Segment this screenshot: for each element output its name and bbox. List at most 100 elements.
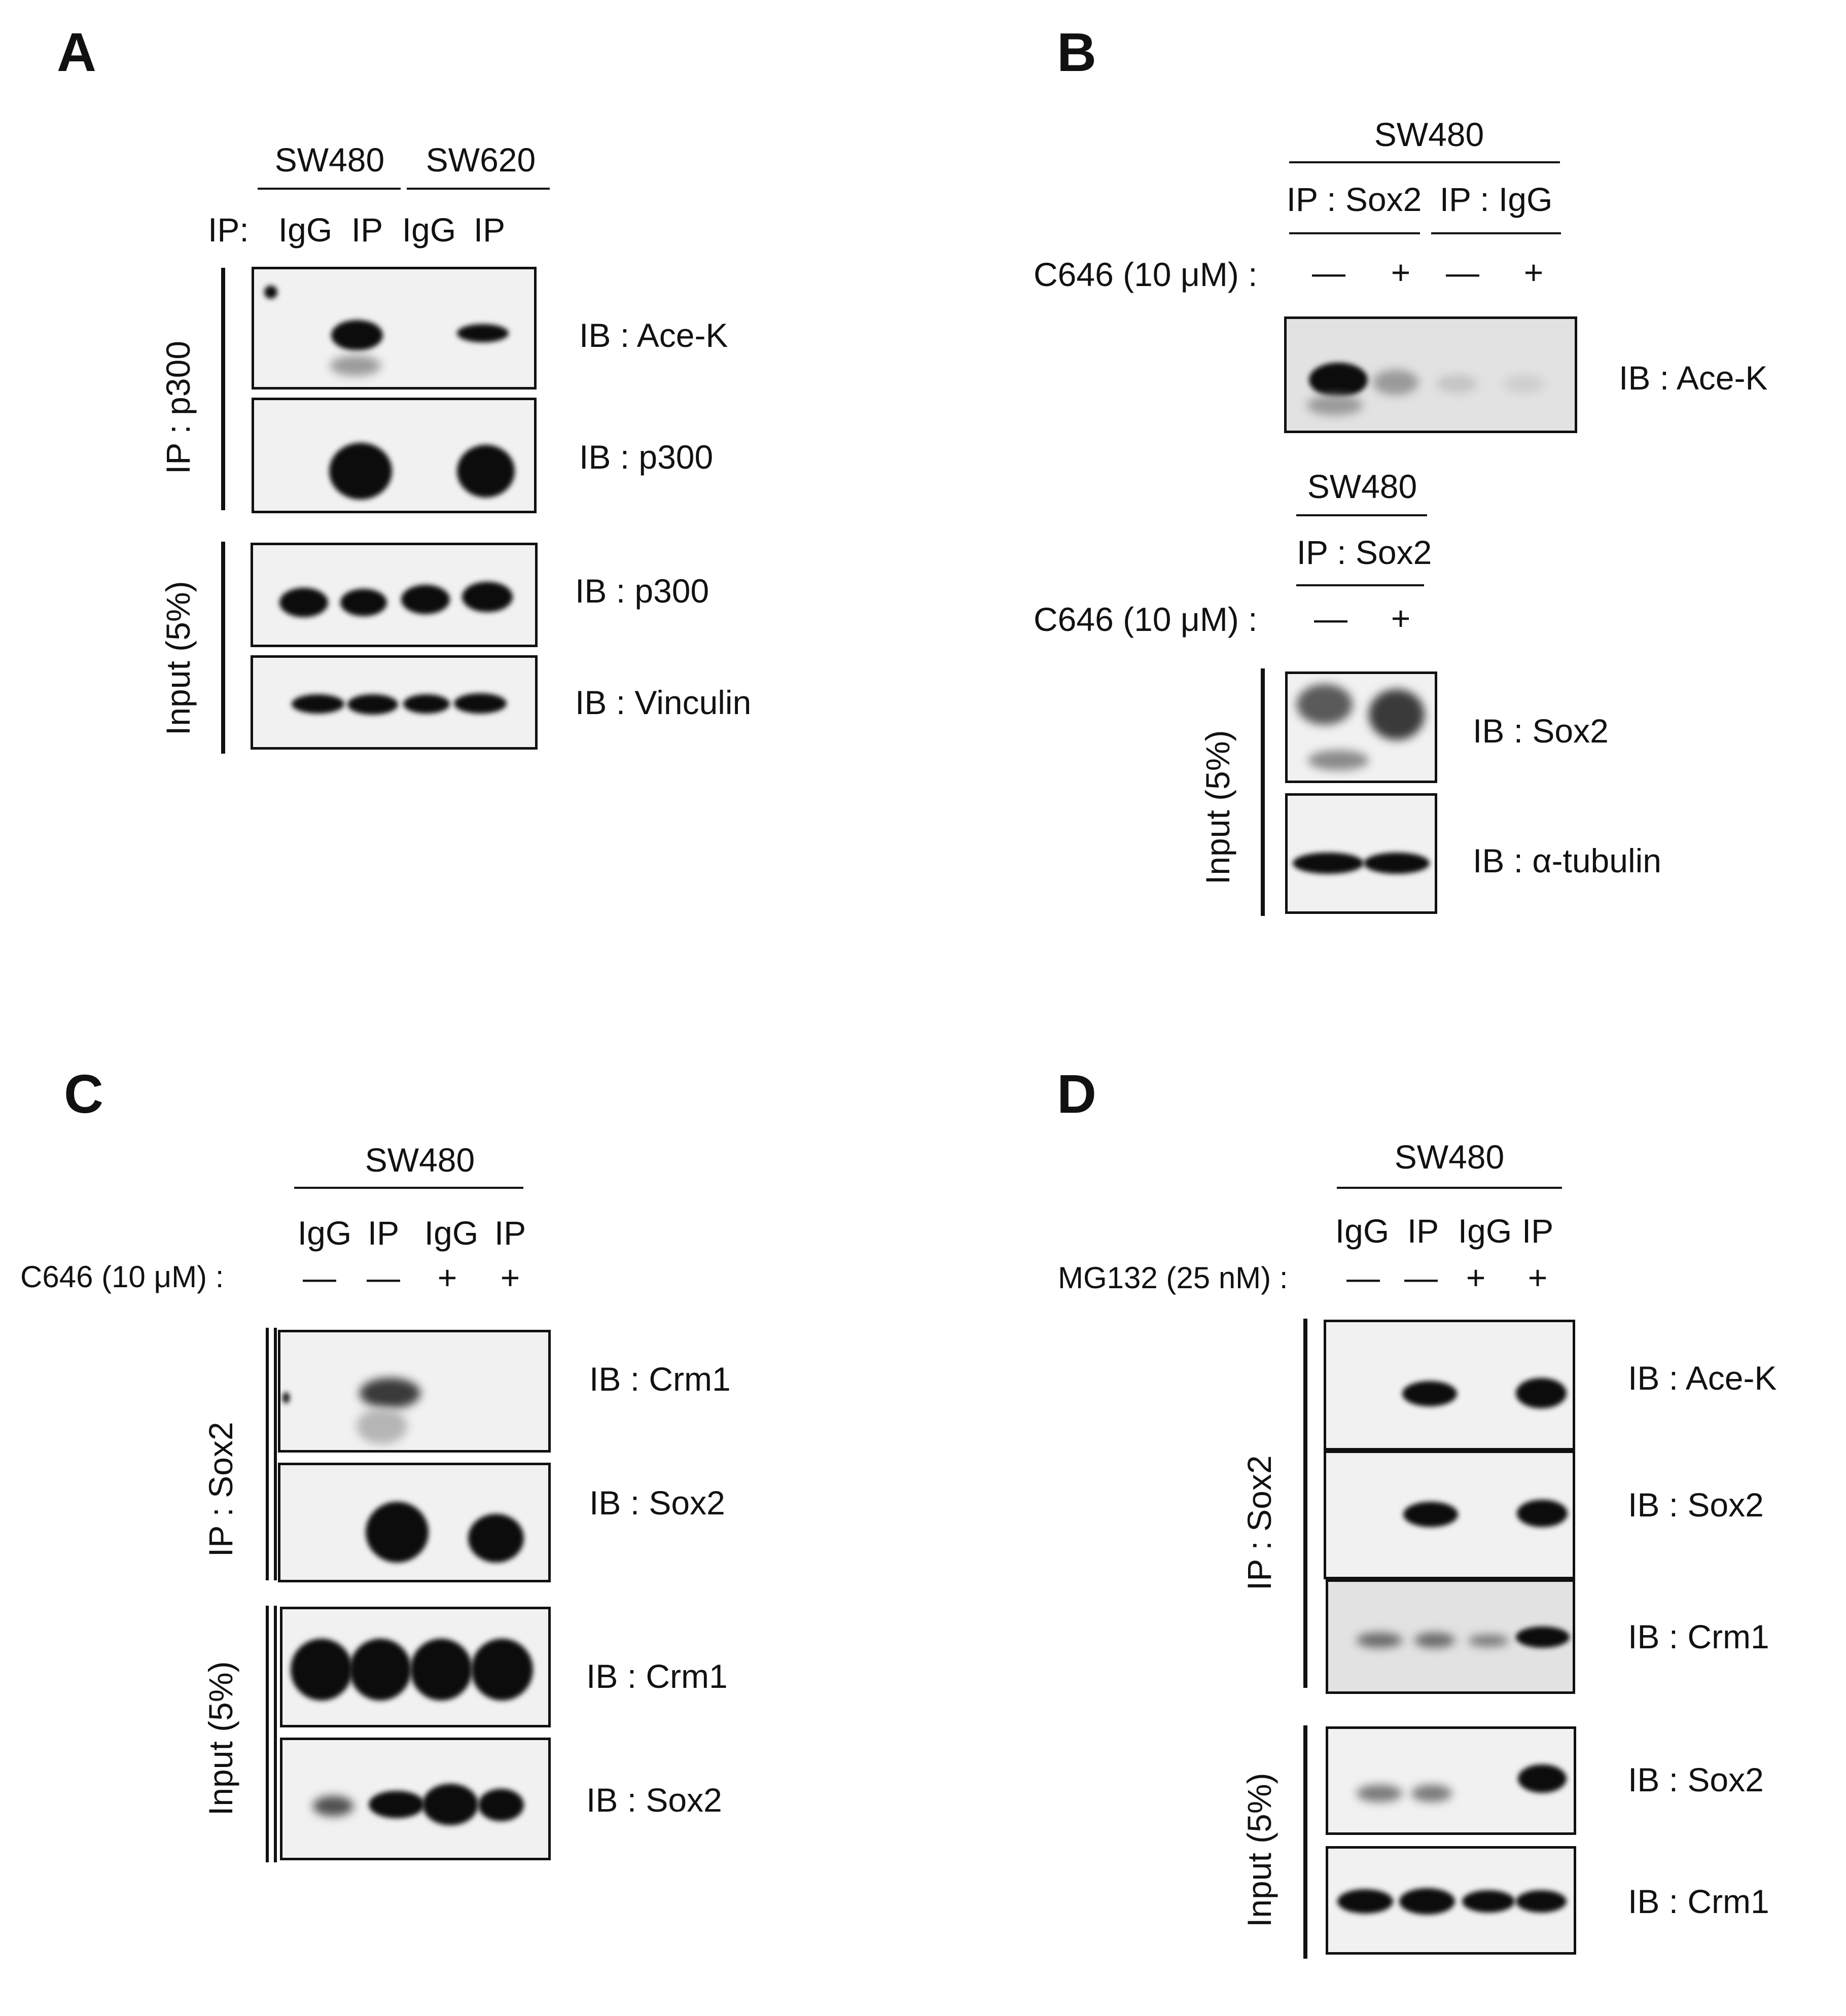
- group-bracket: [1303, 1319, 1307, 1688]
- group-label: IP : Sox2: [1240, 1455, 1278, 1590]
- group-label: IP : Sox2: [202, 1422, 239, 1557]
- group-underline: [1431, 232, 1561, 234]
- treatment-sign: +: [500, 1259, 520, 1296]
- blot-label: IB : Crm1: [589, 1360, 731, 1398]
- blot-image: [280, 1607, 551, 1727]
- group-label: Input (5%): [1199, 730, 1236, 885]
- group-underline: [1289, 161, 1560, 163]
- ip-label: IP : IgG: [1439, 181, 1553, 218]
- blot-image: [1326, 1579, 1575, 1694]
- cell-line-label: SW480: [365, 1141, 475, 1179]
- group-bracket: [274, 1328, 277, 1580]
- treatment-sign: —: [367, 1259, 400, 1296]
- blot-label: IB : p300: [579, 438, 714, 476]
- treatment-sign: —: [303, 1259, 336, 1296]
- blot-label: IB : Sox2: [1473, 712, 1609, 750]
- treatment-sign: +: [1528, 1259, 1548, 1296]
- group-bracket: [1261, 668, 1265, 916]
- blot-image: [1284, 316, 1577, 433]
- group-bracket: [221, 542, 225, 754]
- lane-label: IgG: [424, 1214, 479, 1252]
- blot-label: IB : Sox2: [586, 1781, 722, 1819]
- cell-line-label: SW480: [1307, 468, 1417, 505]
- group-label: IP : p300: [159, 340, 197, 474]
- blot-label: IB : Vinculin: [575, 684, 752, 721]
- lane-label: IP: [494, 1214, 526, 1252]
- group-bracket: [266, 1606, 269, 1862]
- blot-image: [278, 1330, 551, 1453]
- group-underline: [1296, 514, 1427, 516]
- treatment-sign: —: [1404, 1259, 1438, 1296]
- treatment-sign: —: [1314, 599, 1347, 637]
- ip-prefix: IP:: [208, 211, 249, 249]
- blot-label: IB : Crm1: [1628, 1618, 1769, 1655]
- group-underline: [1296, 584, 1424, 586]
- lane-label: IgG: [402, 211, 456, 249]
- cell-line-label: SW480: [1394, 1138, 1505, 1176]
- blot-label: IB : Ace-K: [579, 316, 728, 354]
- blot-image: [252, 267, 537, 390]
- group-underline: [407, 188, 550, 190]
- ip-label: IP : Sox2: [1286, 181, 1422, 218]
- blot-label: IB : α-tubulin: [1473, 842, 1661, 879]
- group-bracket: [221, 268, 225, 510]
- blot-image: [1324, 1320, 1575, 1451]
- blot-label: IB : Crm1: [586, 1657, 728, 1695]
- blot-label: IB : Sox2: [1628, 1486, 1764, 1524]
- blot-image: [252, 398, 537, 513]
- group-label: Input (5%): [202, 1661, 239, 1816]
- lane-label: IP: [473, 211, 506, 249]
- treatment-label: C646 (10 μM) :: [1034, 600, 1258, 638]
- cell-line-label: SW480: [274, 141, 385, 179]
- group-underline: [294, 1187, 523, 1189]
- panel-letter: D: [1057, 1063, 1096, 1124]
- treatment-sign: +: [1391, 599, 1411, 637]
- treatment-sign: +: [1466, 1259, 1486, 1296]
- blot-image: [1285, 671, 1437, 783]
- blot-image: [1324, 1451, 1575, 1579]
- panel-letter: C: [64, 1063, 103, 1124]
- group-label: Input (5%): [1240, 1773, 1278, 1927]
- blot-image: [278, 1463, 551, 1582]
- lane-label: IgG: [297, 1214, 352, 1252]
- group-bracket: [266, 1328, 269, 1580]
- group-underline: [1289, 232, 1420, 234]
- blot-image: [251, 543, 538, 647]
- lane-label: IP: [1407, 1212, 1439, 1250]
- treatment-label: C646 (10 μM) :: [1034, 256, 1258, 293]
- lane-label: IgG: [278, 211, 333, 249]
- group-bracket: [1303, 1725, 1307, 1959]
- treatment-sign: +: [437, 1259, 457, 1296]
- treatment-sign: —: [1346, 1259, 1380, 1296]
- group-underline: [1337, 1187, 1562, 1189]
- blot-label: IB : Crm1: [1628, 1883, 1769, 1920]
- blot-image: [1326, 1846, 1576, 1955]
- treatment-sign: +: [1391, 254, 1411, 291]
- blot-label: IB : p300: [575, 572, 709, 610]
- blot-label: IB : Sox2: [589, 1484, 725, 1522]
- lane-label: IgG: [1335, 1212, 1390, 1250]
- blot-image: [280, 1738, 551, 1860]
- lane-label: IP: [367, 1214, 400, 1252]
- group-bracket: [274, 1606, 277, 1862]
- group-label: Input (5%): [159, 581, 197, 735]
- blot-label: IB : Sox2: [1628, 1761, 1764, 1798]
- ip-label: IP : Sox2: [1296, 534, 1432, 571]
- blot-image: [251, 655, 538, 750]
- cell-line-label: SW620: [425, 141, 536, 179]
- blot-label: IB : Ace-K: [1619, 359, 1768, 397]
- panel-letter: B: [1057, 21, 1096, 83]
- treatment-sign: —: [1446, 254, 1479, 291]
- blot-image: [1285, 793, 1437, 914]
- group-underline: [258, 188, 401, 190]
- treatment-sign: +: [1523, 254, 1544, 291]
- blot-image: [1326, 1726, 1576, 1835]
- cell-line-label: SW480: [1374, 116, 1484, 153]
- treatment-sign: —: [1312, 254, 1345, 291]
- lane-label: IP: [351, 211, 383, 249]
- lane-label: IP: [1521, 1212, 1554, 1250]
- blot-label: IB : Ace-K: [1628, 1359, 1777, 1397]
- lane-label: IgG: [1458, 1212, 1512, 1250]
- treatment-label: C646 (10 μM) :: [20, 1260, 224, 1294]
- panel-letter: A: [57, 21, 96, 83]
